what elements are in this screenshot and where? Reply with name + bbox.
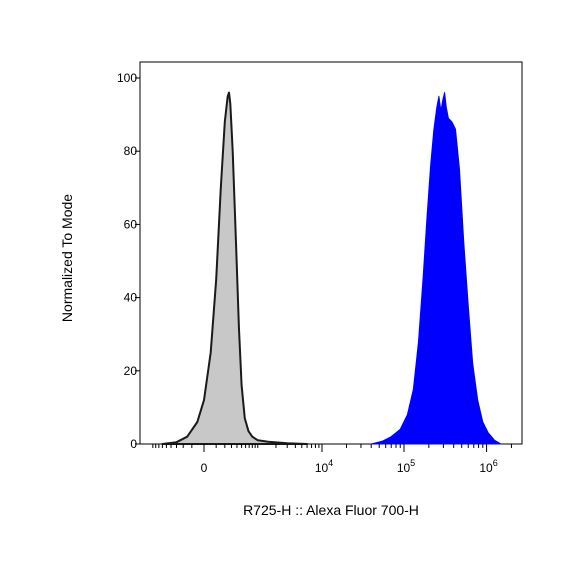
- y-tick-label: 80: [124, 144, 138, 158]
- x-tick-label: 105: [397, 458, 415, 475]
- y-tick-label: 0: [130, 437, 137, 451]
- x-tick-label: 106: [479, 458, 497, 475]
- x-axis-title: R725-H :: Alexa Fluor 700-H: [243, 502, 419, 518]
- y-tick-label: 40: [124, 291, 138, 305]
- histogram-series-1: [370, 92, 502, 445]
- x-tick-label: 0: [201, 461, 208, 475]
- y-tick-label: 20: [124, 364, 138, 378]
- plot-frame: [139, 61, 523, 445]
- y-tick-label: 60: [124, 217, 138, 231]
- histogram-series-0: [161, 91, 309, 445]
- y-axis-title: Normalized To Mode: [59, 194, 75, 322]
- x-tick-label: 104: [315, 458, 333, 475]
- y-tick-label: 100: [117, 71, 137, 85]
